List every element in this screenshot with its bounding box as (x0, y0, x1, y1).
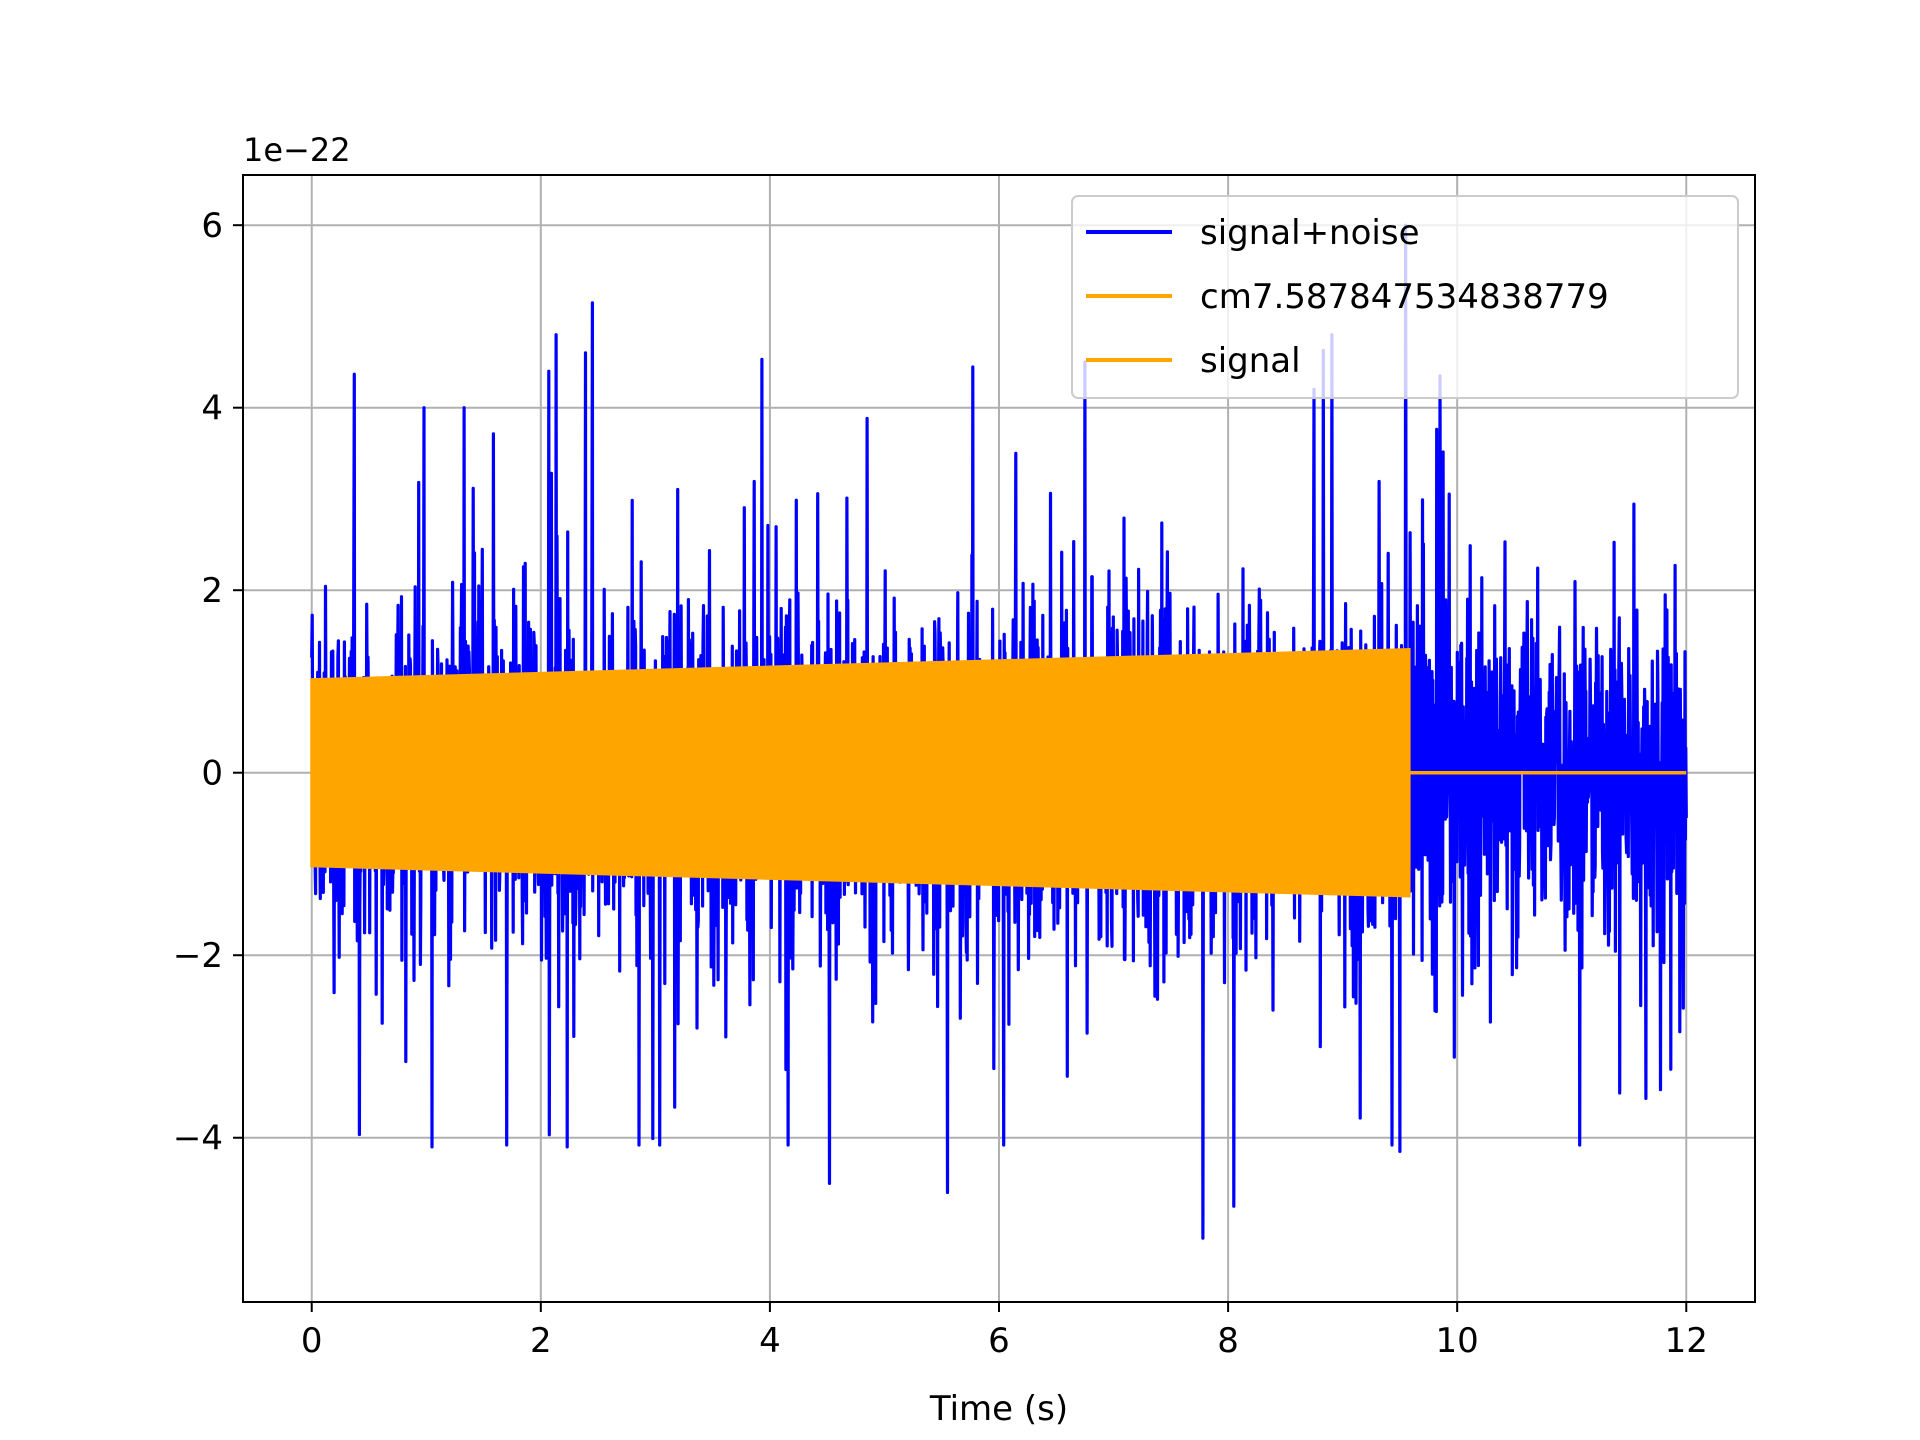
y-tick-label: 2 (201, 571, 223, 611)
x-axis-label: Time (s) (929, 1389, 1068, 1429)
legend-label: signal+noise (1200, 213, 1420, 253)
y-tick-label: 0 (201, 754, 223, 794)
y-tick-label: −2 (173, 936, 223, 976)
axis-ticks: 0 2 4 6 8 10 12 −4 −2 0 2 4 6 (173, 206, 1708, 1361)
series-signal-band (310, 647, 1411, 898)
x-tick-label: 0 (301, 1321, 323, 1361)
legend-box (1071, 195, 1739, 399)
y-tick-label: 4 (201, 389, 223, 429)
legend-label: signal (1200, 341, 1301, 381)
y-offset-label: 1e−22 (243, 131, 351, 169)
x-tick-label: 10 (1436, 1321, 1479, 1361)
x-tick-label: 2 (530, 1321, 552, 1361)
x-tick-label: 6 (988, 1321, 1010, 1361)
y-tick-label: 6 (201, 206, 223, 246)
x-tick-label: 12 (1665, 1321, 1708, 1361)
legend-label: cm7.587847534838779 (1200, 277, 1609, 317)
data-layer (310, 223, 1688, 1240)
x-tick-label: 4 (759, 1321, 781, 1361)
legend: signal+noise cm7.587847534838779 signal (1071, 195, 1739, 399)
x-tick-label: 8 (1217, 1321, 1239, 1361)
y-tick-label: −4 (173, 1119, 223, 1159)
